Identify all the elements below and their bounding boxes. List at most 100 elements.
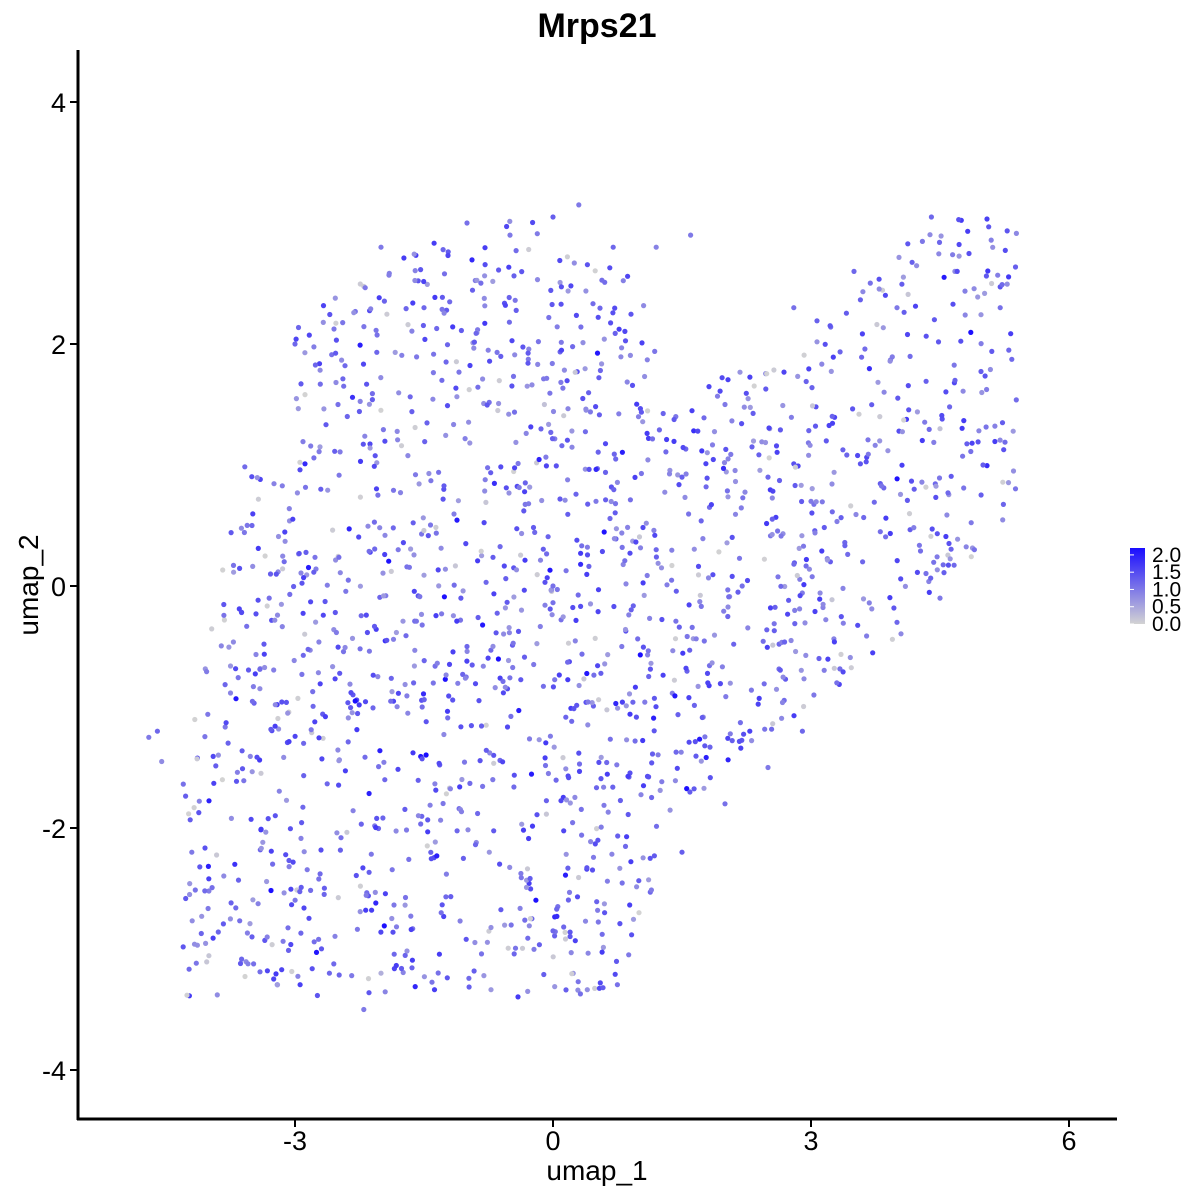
cell-point <box>544 575 550 581</box>
cell-point <box>482 303 488 309</box>
cell-point <box>704 475 710 481</box>
cell-point <box>596 375 602 381</box>
cell-point <box>629 382 636 388</box>
cell-point <box>662 489 668 495</box>
cell-point <box>554 324 560 330</box>
cell-point <box>543 454 549 460</box>
cell-point <box>204 669 210 675</box>
cell-point <box>592 268 598 274</box>
cell-point <box>460 588 466 594</box>
cell-point <box>371 623 378 630</box>
cell-point <box>883 515 889 521</box>
cell-point <box>845 551 851 558</box>
cell-point <box>803 652 809 659</box>
cell-point <box>737 720 744 726</box>
cell-point <box>502 922 508 928</box>
cell-point <box>286 864 292 870</box>
cell-point <box>362 754 368 760</box>
cell-point <box>629 932 635 938</box>
cell-point <box>308 599 314 605</box>
cell-point <box>456 369 462 375</box>
cell-point <box>770 488 776 494</box>
cell-point <box>584 865 590 871</box>
cell-point <box>674 765 680 771</box>
cell-point <box>625 524 631 531</box>
cell-point <box>298 570 304 576</box>
cell-point <box>562 872 569 878</box>
cell-point <box>791 305 797 311</box>
cell-point <box>865 437 871 443</box>
cell-point <box>511 784 517 790</box>
cell-point <box>534 231 540 237</box>
cell-point <box>360 361 367 367</box>
cell-point <box>495 407 501 414</box>
cell-point <box>270 861 276 867</box>
cell-point <box>318 946 325 952</box>
cell-point <box>280 566 286 572</box>
cell-point <box>257 686 263 692</box>
cell-point <box>299 580 305 586</box>
cell-point <box>565 659 571 665</box>
cell-point <box>508 922 514 928</box>
cell-point <box>439 377 445 383</box>
cell-point <box>369 907 375 913</box>
cell-point <box>764 371 770 377</box>
cell-point <box>528 771 535 777</box>
cell-point <box>466 984 472 990</box>
cell-point <box>530 219 536 226</box>
cell-point <box>272 702 278 708</box>
cell-point <box>186 811 192 817</box>
cell-point <box>464 643 470 650</box>
cell-point <box>249 698 255 704</box>
cell-point <box>263 829 269 835</box>
cell-point <box>518 607 525 613</box>
cell-point <box>559 443 565 449</box>
cell-point <box>289 902 295 908</box>
cell-point <box>458 595 464 601</box>
cell-point <box>531 661 537 668</box>
cell-point <box>381 923 387 929</box>
cell-point <box>573 617 579 624</box>
cell-point <box>154 728 160 734</box>
cell-point <box>301 905 307 911</box>
cell-point <box>671 416 677 423</box>
cell-point <box>295 973 301 979</box>
cell-point <box>526 835 532 842</box>
cell-point <box>593 498 599 504</box>
cell-point <box>761 681 767 687</box>
cell-point <box>653 547 659 553</box>
cell-point <box>645 652 651 658</box>
cell-point <box>928 214 935 220</box>
cell-point <box>659 616 665 623</box>
cell-point <box>649 751 656 757</box>
cell-point <box>301 575 307 581</box>
cell-point <box>628 311 634 317</box>
cell-point <box>725 494 731 500</box>
cell-point <box>653 823 660 829</box>
cell-point <box>365 523 371 529</box>
cell-point <box>454 828 460 834</box>
cell-point <box>548 287 554 293</box>
cell-point <box>232 861 238 867</box>
cell-point <box>716 549 722 555</box>
cell-point <box>549 436 556 442</box>
cell-point <box>317 367 323 373</box>
cell-point <box>750 438 757 444</box>
cell-point <box>595 663 601 669</box>
cell-point <box>897 491 904 497</box>
cell-point <box>292 341 298 347</box>
cell-point <box>898 631 904 637</box>
cell-point <box>653 244 659 250</box>
cell-point <box>912 303 919 309</box>
cell-point <box>377 748 383 754</box>
cell-point <box>834 680 840 686</box>
cell-point <box>320 735 326 741</box>
cell-point <box>578 603 584 610</box>
cell-point <box>378 244 384 250</box>
cell-point <box>576 874 582 881</box>
cell-point <box>563 987 569 993</box>
cell-point <box>610 784 616 790</box>
cell-point <box>279 483 285 489</box>
cell-point <box>580 340 586 346</box>
cell-point <box>333 337 339 343</box>
